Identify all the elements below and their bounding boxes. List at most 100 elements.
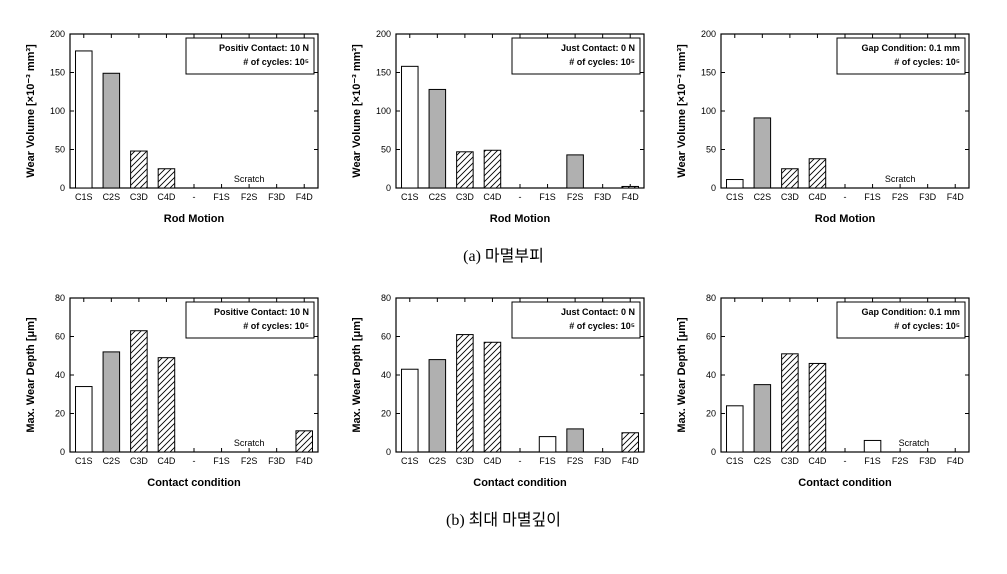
svg-text:Positiv Contact: 10 N: Positiv Contact: 10 N bbox=[219, 43, 309, 53]
svg-text:-: - bbox=[193, 192, 196, 202]
svg-text:F1S: F1S bbox=[865, 192, 882, 202]
svg-text:80: 80 bbox=[55, 293, 65, 303]
svg-text:60: 60 bbox=[381, 332, 391, 342]
svg-text:50: 50 bbox=[381, 145, 391, 155]
chart-a2: 050100150200C1SC2SC3DC4D-F1SF2SF3DF4DWea… bbox=[346, 20, 662, 230]
svg-text:40: 40 bbox=[381, 370, 391, 380]
svg-text:C3D: C3D bbox=[456, 456, 475, 466]
bar-C4D bbox=[158, 358, 175, 452]
svg-text:F4D: F4D bbox=[296, 192, 314, 202]
svg-text:C2S: C2S bbox=[428, 456, 446, 466]
svg-text:100: 100 bbox=[701, 106, 716, 116]
bar-C1S bbox=[727, 180, 744, 188]
svg-text:-: - bbox=[844, 192, 847, 202]
svg-text:C3D: C3D bbox=[781, 192, 800, 202]
svg-text:Wear Volume [×10⁻³ mm³]: Wear Volume [×10⁻³ mm³] bbox=[676, 44, 688, 178]
svg-text:80: 80 bbox=[381, 293, 391, 303]
svg-text:80: 80 bbox=[706, 293, 716, 303]
svg-text:C2S: C2S bbox=[428, 192, 446, 202]
svg-text:60: 60 bbox=[706, 332, 716, 342]
svg-text:Scratch: Scratch bbox=[899, 438, 930, 448]
svg-text:F4D: F4D bbox=[621, 456, 639, 466]
bar-C3D bbox=[456, 152, 473, 188]
svg-text:Wear Volume [×10⁻³ mm³]: Wear Volume [×10⁻³ mm³] bbox=[25, 44, 37, 178]
bar-C4D bbox=[158, 169, 175, 188]
bar-C4D bbox=[484, 342, 501, 452]
svg-text:# of cycles: 10⁵: # of cycles: 10⁵ bbox=[895, 57, 961, 67]
svg-text:F2S: F2S bbox=[241, 456, 258, 466]
row-a: 050100150200C1SC2SC3DC4D-F1SF2SF3DF4DScr… bbox=[20, 20, 987, 230]
svg-text:Contact condition: Contact condition bbox=[799, 477, 893, 489]
svg-text:F4D: F4D bbox=[621, 192, 639, 202]
svg-text:200: 200 bbox=[701, 29, 716, 39]
svg-text:C3D: C3D bbox=[130, 192, 149, 202]
bar-C4D bbox=[810, 363, 827, 452]
bar-C2S bbox=[429, 89, 446, 188]
svg-text:F2S: F2S bbox=[892, 456, 909, 466]
svg-text:# of cycles: 10⁵: # of cycles: 10⁵ bbox=[569, 321, 635, 331]
bar-C4D bbox=[484, 150, 501, 188]
svg-text:F4D: F4D bbox=[947, 456, 965, 466]
bar-F4D bbox=[296, 431, 313, 452]
svg-text:200: 200 bbox=[376, 29, 391, 39]
svg-text:-: - bbox=[193, 456, 196, 466]
svg-text:Rod Motion: Rod Motion bbox=[489, 213, 550, 225]
svg-text:40: 40 bbox=[706, 370, 716, 380]
svg-text:F4D: F4D bbox=[947, 192, 965, 202]
svg-text:C1S: C1S bbox=[401, 456, 419, 466]
svg-text:Rod Motion: Rod Motion bbox=[164, 213, 225, 225]
svg-text:F2S: F2S bbox=[892, 192, 909, 202]
bar-C3D bbox=[782, 169, 799, 188]
svg-text:C2S: C2S bbox=[103, 456, 121, 466]
svg-text:F4D: F4D bbox=[296, 456, 314, 466]
svg-text:F3D: F3D bbox=[268, 456, 286, 466]
svg-text:C3D: C3D bbox=[781, 456, 800, 466]
bar-C2S bbox=[754, 385, 771, 452]
bar-chart: 050100150200C1SC2SC3DC4D-F1SF2SF3DF4DScr… bbox=[20, 20, 330, 230]
row-b: 020406080C1SC2SC3DC4D-F1SF2SF3DF4DScratc… bbox=[20, 284, 987, 494]
svg-text:Max. Wear Depth [μm]: Max. Wear Depth [μm] bbox=[25, 317, 37, 433]
svg-text:Scratch: Scratch bbox=[234, 438, 265, 448]
svg-text:F3D: F3D bbox=[920, 456, 938, 466]
svg-text:F1S: F1S bbox=[539, 456, 556, 466]
svg-text:0: 0 bbox=[711, 447, 716, 457]
svg-text:Scratch: Scratch bbox=[234, 174, 265, 184]
svg-text:Wear Volume [×10⁻³ mm³]: Wear Volume [×10⁻³ mm³] bbox=[351, 44, 363, 178]
bar-chart: 020406080C1SC2SC3DC4D-F1SF2SF3DF4DMax. W… bbox=[346, 284, 656, 494]
chart-a1: 050100150200C1SC2SC3DC4D-F1SF2SF3DF4DScr… bbox=[20, 20, 336, 230]
bar-C1S bbox=[401, 369, 418, 452]
bar-C2S bbox=[103, 73, 120, 188]
bar-C1S bbox=[727, 406, 744, 452]
bar-F2S bbox=[567, 155, 584, 188]
svg-text:40: 40 bbox=[55, 370, 65, 380]
bar-F1S bbox=[539, 437, 556, 452]
svg-text:Gap Condition: 0.1 mm: Gap Condition: 0.1 mm bbox=[862, 43, 961, 53]
svg-text:F2S: F2S bbox=[567, 456, 584, 466]
svg-text:200: 200 bbox=[50, 29, 65, 39]
svg-text:# of cycles: 10⁵: # of cycles: 10⁵ bbox=[895, 321, 961, 331]
bar-C3D bbox=[782, 354, 799, 452]
bar-C4D bbox=[810, 159, 827, 188]
svg-text:F3D: F3D bbox=[268, 192, 286, 202]
svg-text:-: - bbox=[844, 456, 847, 466]
svg-text:Scratch: Scratch bbox=[885, 174, 916, 184]
svg-text:100: 100 bbox=[376, 106, 391, 116]
svg-text:F2S: F2S bbox=[567, 192, 584, 202]
svg-text:0: 0 bbox=[60, 447, 65, 457]
svg-text:Contact condition: Contact condition bbox=[147, 477, 241, 489]
svg-text:C2S: C2S bbox=[103, 192, 121, 202]
svg-text:C4D: C4D bbox=[809, 192, 828, 202]
caption-a: (a) 마멸부피 bbox=[20, 242, 987, 266]
bar-C3D bbox=[131, 151, 148, 188]
svg-text:C2S: C2S bbox=[754, 192, 772, 202]
svg-text:F3D: F3D bbox=[594, 456, 612, 466]
svg-text:150: 150 bbox=[376, 68, 391, 78]
svg-text:20: 20 bbox=[381, 409, 391, 419]
svg-text:Just Contact: 0 N: Just Contact: 0 N bbox=[561, 307, 635, 317]
svg-text:F1S: F1S bbox=[213, 192, 230, 202]
svg-text:0: 0 bbox=[386, 183, 391, 193]
bar-chart: 050100150200C1SC2SC3DC4D-F1SF2SF3DF4DWea… bbox=[346, 20, 656, 230]
svg-text:Positive Contact: 10 N: Positive Contact: 10 N bbox=[214, 307, 309, 317]
bar-F4D bbox=[622, 186, 639, 188]
svg-text:20: 20 bbox=[55, 409, 65, 419]
